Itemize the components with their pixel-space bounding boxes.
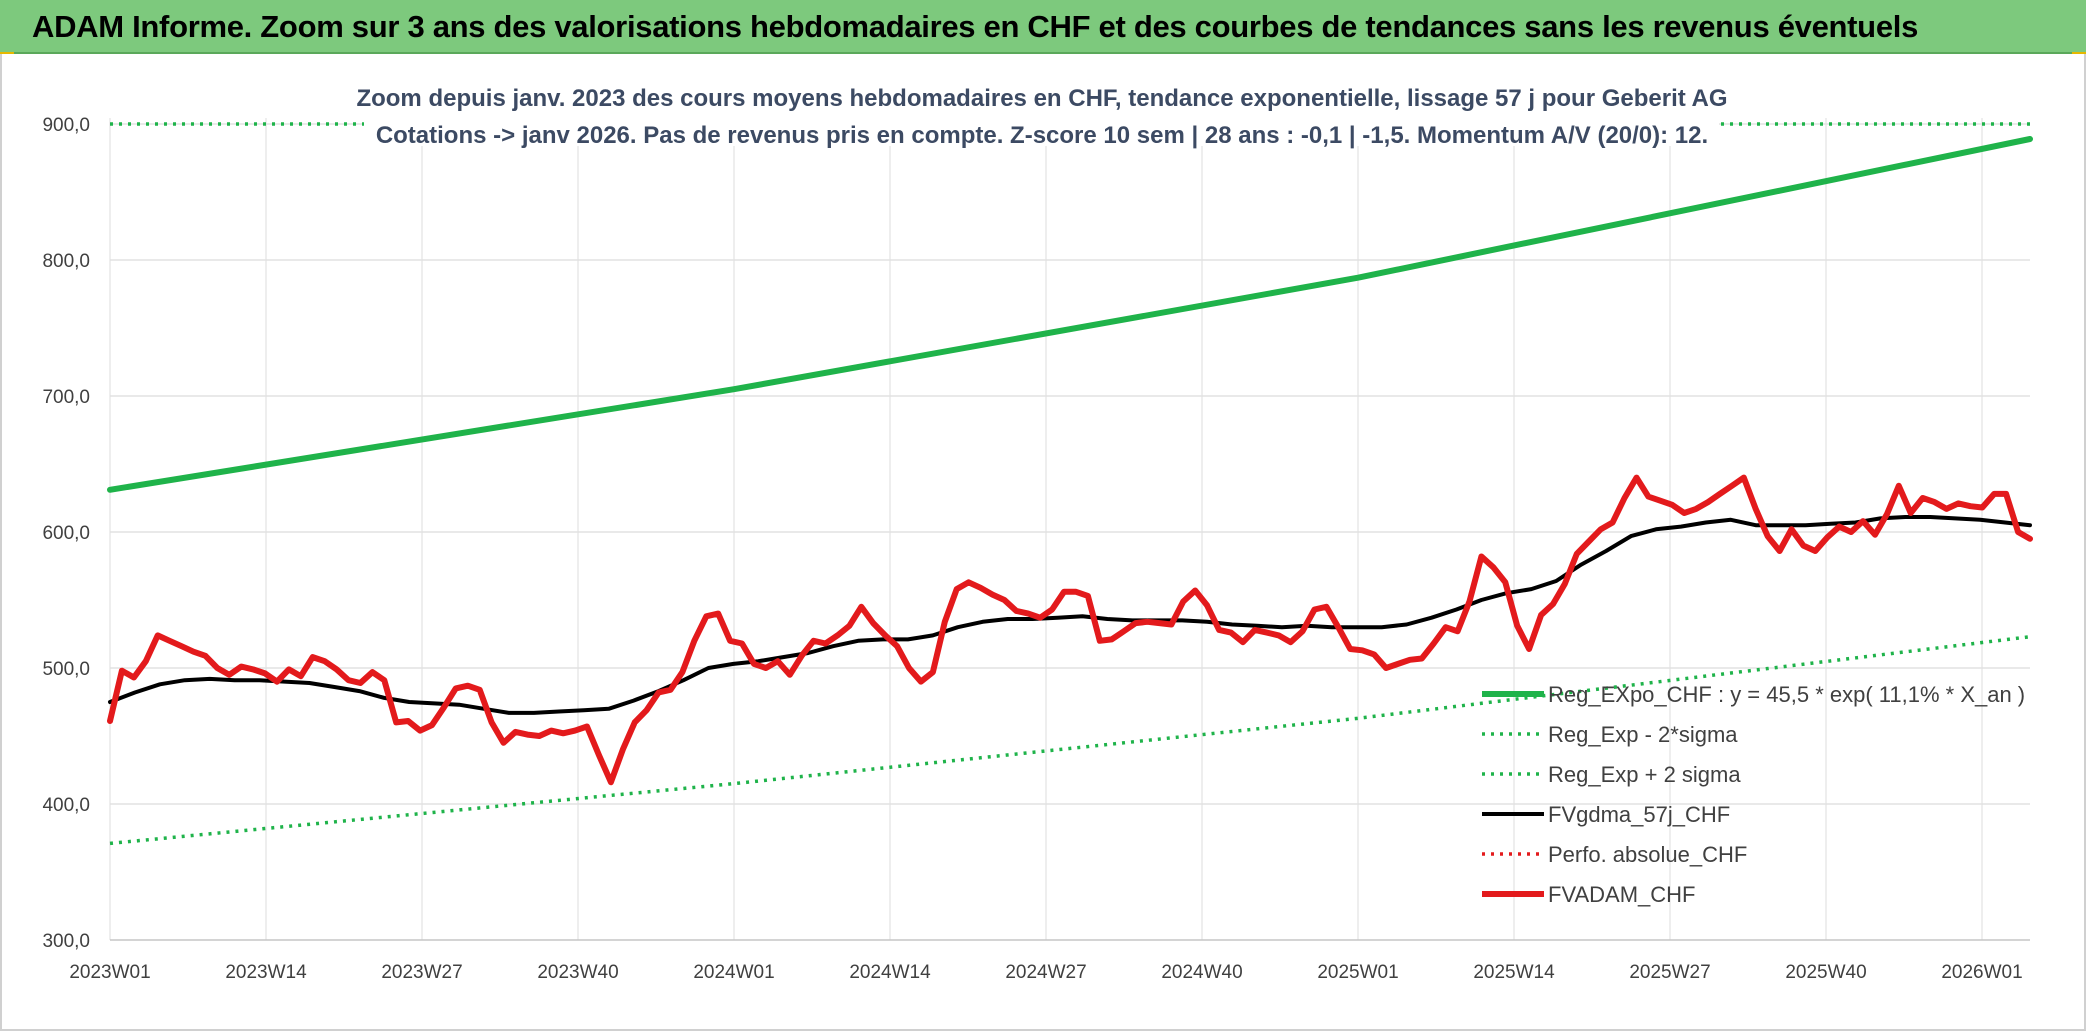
y-tick-label: 500,0 [42, 659, 90, 680]
chart-subtitle: Cotations -> janv 2026. Pas de revenus p… [376, 122, 1708, 149]
y-tick-label: 700,0 [42, 387, 90, 408]
x-tick-label: 2024W14 [849, 962, 931, 983]
legend-label: FVgdma_57j_CHF [1548, 802, 1730, 827]
legend-label: Reg_EXpo_CHF : y = 45,5 * exp( 11,1% * X… [1548, 682, 2025, 707]
legend-label: FVADAM_CHF [1548, 882, 1696, 907]
chart-title-background [364, 72, 1719, 146]
chart-title: Zoom depuis janv. 2023 des cours moyens … [356, 85, 1727, 112]
x-tick-label: 2025W27 [1629, 962, 1710, 983]
y-axis-ticks: 300,0 400,0 500,0 600,0 700,0 800,0 900,0 [42, 115, 90, 952]
x-tick-label: 2023W40 [537, 962, 618, 983]
series-line [107, 136, 2033, 493]
x-axis-ticks: 2023W01 2023W14 2023W27 2023W40 2024W01 2024W… [69, 962, 2022, 983]
x-tick-label: 2023W14 [225, 962, 307, 983]
x-tick-label: 2023W27 [381, 962, 462, 983]
y-tick-label: 900,0 [42, 115, 90, 136]
chart-legend: Reg_EXpo_CHF : y = 45,5 * exp( 11,1% * X… [1482, 682, 2025, 907]
series-line [107, 474, 2033, 786]
line-chart: 300,0 400,0 500,0 600,0 700,0 800,0 900,0 2023… [42, 72, 2033, 983]
y-tick-label: 800,0 [42, 251, 90, 272]
x-tick-label: 2025W01 [1317, 962, 1398, 983]
series-layer [107, 122, 2033, 846]
x-tick-label: 2025W14 [1473, 962, 1555, 983]
x-tick-label: 2024W40 [1161, 962, 1242, 983]
x-tick-label: 2024W27 [1005, 962, 1086, 983]
report-title-bar: ADAM Informe. Zoom sur 3 ans des valoris… [0, 0, 2086, 54]
grid-layer [109, 118, 2030, 941]
legend-label: Reg_Exp - 2*sigma [1548, 722, 1738, 747]
chart-title-block: Zoom depuis janv. 2023 des cours moyens … [356, 72, 1728, 149]
report-title: ADAM Informe. Zoom sur 3 ans des valoris… [32, 9, 1919, 44]
legend-label: Perfo. absolue_CHF [1548, 842, 1747, 867]
chart-area: 300,0 400,0 500,0 600,0 700,0 800,0 900,0 2023… [0, 54, 2086, 1031]
x-tick-label: 2024W01 [693, 962, 774, 983]
y-tick-label: 400,0 [42, 795, 90, 816]
x-tick-label: 2025W40 [1785, 962, 1866, 983]
y-tick-label: 600,0 [42, 523, 90, 544]
legend-label: Reg_Exp + 2 sigma [1548, 762, 1741, 787]
y-tick-label: 300,0 [42, 931, 90, 952]
series-line [108, 515, 2032, 715]
x-tick-label: 2023W01 [69, 962, 150, 983]
x-tick-label: 2026W01 [1941, 962, 2022, 983]
